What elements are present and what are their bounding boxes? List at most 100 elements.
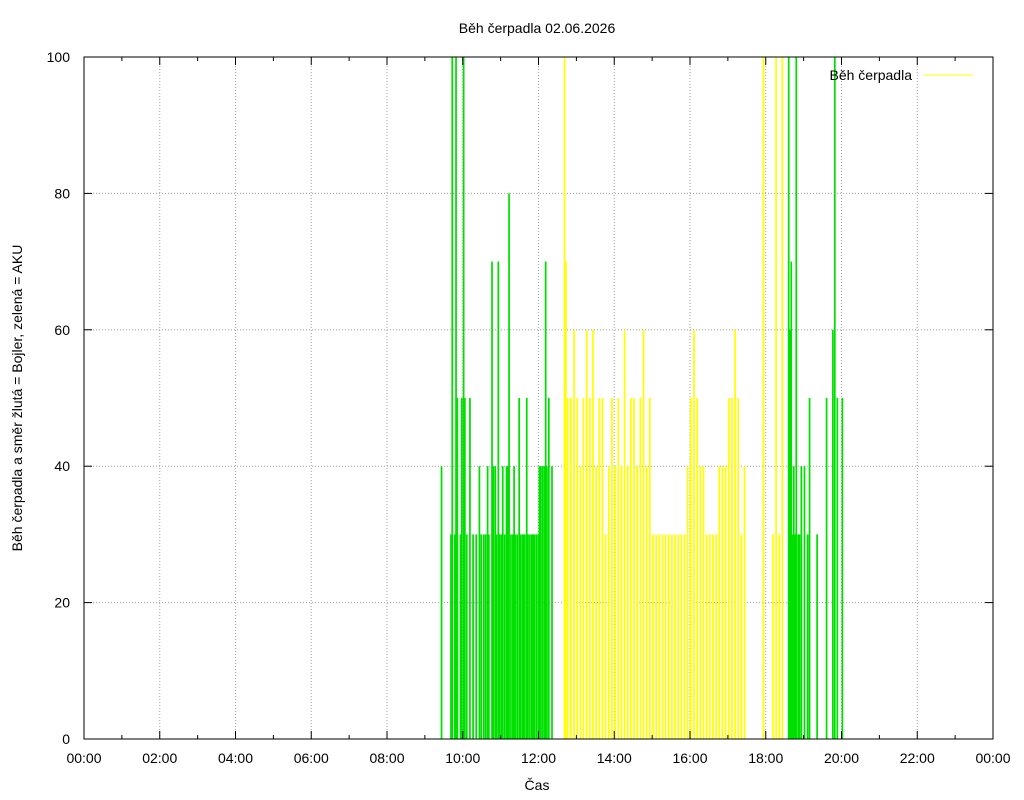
data-bar [832,329,834,739]
data-bar [642,329,645,739]
legend: Běh čerpadla [829,67,973,83]
x-tick-labels: 00:00 02:00 04:00 06:00 08:00 10:00 12:00 14:00… [66,750,1010,766]
data-bar [795,57,798,739]
data-bar [825,398,828,739]
data-bar [790,261,793,739]
data-bar [563,57,566,739]
data-bar [505,466,508,739]
data-bar [699,466,702,739]
data-bar [508,193,510,739]
data-bar [791,534,794,739]
data-bar [778,534,781,739]
data-bar [626,466,629,739]
data-bar [727,398,730,739]
data-bar [522,534,525,739]
x-tick-label: 10:00 [445,750,480,766]
data-bar [456,398,459,739]
data-bar [514,534,517,739]
data-bar [731,398,733,739]
data-bar [510,534,512,739]
data-bar [565,261,567,739]
data-bar [544,261,547,739]
y-tick-label: 60 [54,322,70,338]
data-bar [737,398,740,739]
data-bar [462,57,465,739]
data-bar [527,534,529,739]
x-tick-label: 08:00 [369,750,404,766]
data-bar [529,534,531,739]
data-bar [495,534,498,739]
data-bar [734,329,736,739]
data-bar [664,534,667,739]
x-tick-label: 00:00 [66,750,101,766]
legend-label: Běh čerpadla [829,67,912,83]
data-bar [775,57,777,739]
data-bar [633,398,635,739]
data-bar [712,534,714,739]
data-bar [519,534,522,739]
data-bar [582,398,585,739]
data-bar [705,534,708,739]
data-bar [601,398,604,739]
data-bar [693,329,695,739]
data-bar [740,534,743,739]
data-bar [516,534,519,739]
x-axis-label: Čas [525,777,550,793]
data-bar [595,466,598,739]
data-bar [451,57,454,739]
data-bar [453,534,456,739]
x-tick-label: 22:00 [900,750,935,766]
data-bar [579,466,582,739]
x-tick-label: 06:00 [294,750,329,766]
data-bar [566,398,569,739]
data-bar [607,466,610,739]
data-bar [511,534,514,739]
y-tick-label: 0 [62,731,70,747]
data-bar [518,398,521,739]
data-bar [576,398,579,739]
data-bar [816,534,818,739]
data-bar [459,534,462,739]
data-bar [543,466,546,739]
data-bar [455,57,457,739]
data-bar [482,534,485,739]
data-bar [573,329,575,739]
data-bar [604,534,607,739]
data-bar [535,534,538,739]
data-bar [530,534,533,739]
data-bar [547,398,550,739]
data-bar [532,534,534,739]
data-bar [671,534,673,739]
data-bar [546,466,548,739]
data-bar [440,466,443,739]
data-bar [592,329,594,739]
data-bar [715,534,717,739]
data-bar [803,466,806,739]
data-bar [797,534,800,739]
data-bar [762,57,765,739]
y-tick-label: 80 [54,185,70,201]
data-bar [743,466,746,739]
data-bar [469,398,471,739]
data-bar [450,534,452,739]
data-bar [614,466,616,739]
data-bar [789,329,791,739]
data-bar [798,534,801,739]
data-bar [538,466,541,739]
data-bar [655,534,658,739]
data-bar [648,398,651,739]
data-bar [533,534,536,739]
data-bar [636,466,639,739]
data-bar [645,466,648,739]
data-bar [686,466,689,739]
data-bar [806,534,809,739]
data-bar [585,329,588,739]
data-bar [570,398,572,739]
x-tick-label: 02:00 [142,750,177,766]
x-tick-label: 18:00 [748,750,783,766]
data-bar [696,398,699,739]
data-bar [492,466,495,739]
data-bar [808,398,811,739]
x-tick-label: 20:00 [824,750,859,766]
